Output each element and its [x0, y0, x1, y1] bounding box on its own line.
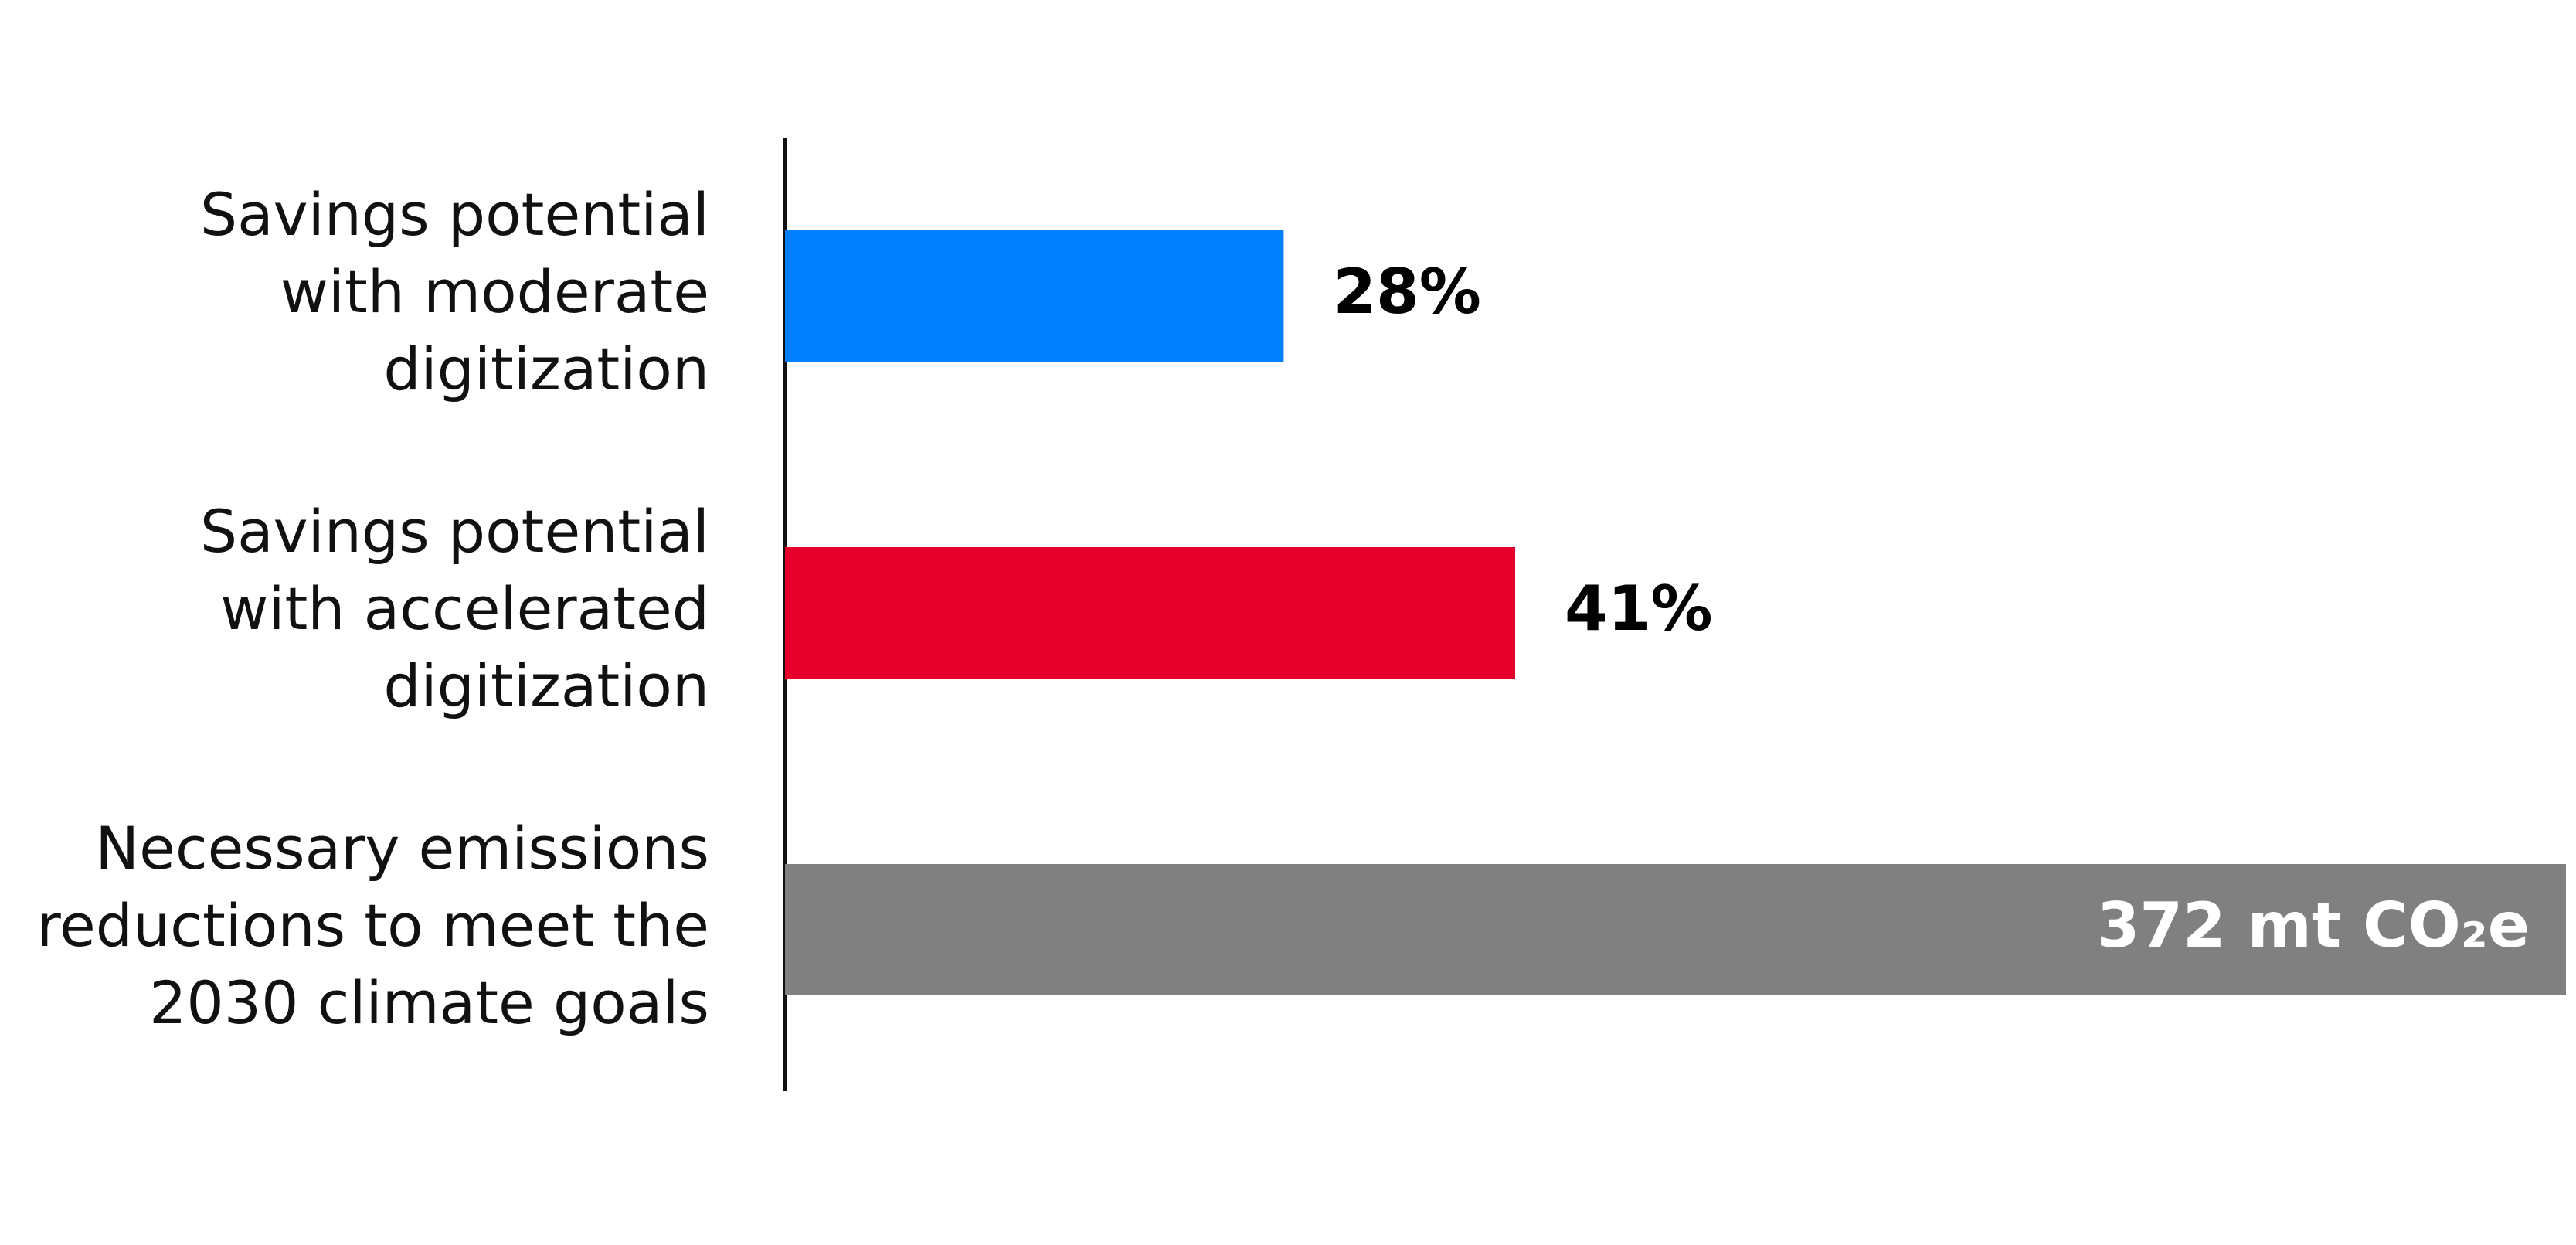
category-label: with moderate [280, 257, 709, 326]
category-label: Savings potential [200, 180, 709, 249]
category-label: Necessary emissions [95, 814, 709, 883]
category-label: digitization [383, 651, 709, 720]
category-label: Savings potential [200, 497, 709, 566]
reference-label: 372 mt CO₂e [2097, 890, 2530, 961]
category-label: 2030 climate goals [149, 968, 709, 1037]
category-label: with accelerated [220, 574, 709, 643]
bar [785, 230, 1284, 362]
category-label: reductions to meet the [36, 891, 709, 960]
value-label: 41% [1565, 573, 1712, 645]
bar [785, 547, 1516, 679]
value-label: 28% [1333, 256, 1480, 328]
reference-bar [785, 864, 2566, 995]
category-label: digitization [383, 335, 709, 403]
